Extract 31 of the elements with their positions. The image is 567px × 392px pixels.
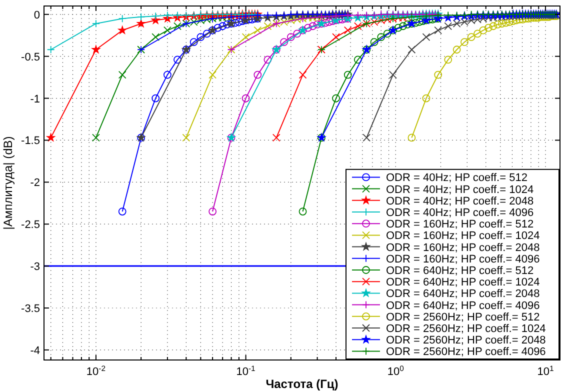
legend-label: ODR = 2560Hz; HP coeff.= 1024	[386, 323, 546, 335]
legend-label: ODR = 40Hz; HP coeff.= 4096	[386, 207, 534, 219]
legend-label: ODR = 2560Hz; HP coeff.= 4096	[386, 346, 546, 358]
y-tick-label: -2.5	[21, 219, 40, 232]
y-tick-label: -3	[30, 261, 40, 274]
legend-label: ODR = 40Hz; HP coeff.= 512	[386, 172, 528, 184]
legend-label: ODR = 160Hz; HP coeff.= 512	[386, 218, 534, 231]
y-tick-label: -2	[30, 177, 40, 190]
legend-label: ODR = 640Hz; HP coeff.= 512	[386, 265, 534, 277]
legend-label: ODR = 640Hz; HP coeff.= 1024	[386, 276, 540, 289]
legend-label: ODR = 40Hz; HP coeff.= 1024	[386, 184, 534, 196]
legend-label: ODR = 160Hz; HP coeff.= 4096	[386, 253, 540, 266]
y-tick-label: 0	[34, 9, 40, 22]
legend-label: ODR = 2560Hz; HP coeff.= 512	[386, 311, 540, 324]
y-axis-title: |Амплитуда| (dB)	[1, 136, 15, 230]
legend-label: ODR = 160Hz; HP coeff.= 2048	[386, 242, 540, 254]
legend-label: ODR = 640Hz; HP coeff.= 4096	[386, 300, 540, 312]
y-tick-label: -4	[30, 344, 40, 357]
y-tick-label: -1	[30, 93, 40, 106]
y-tick-label: -3.5	[21, 302, 40, 315]
x-tick-label: 10$^{-1}$	[236, 364, 256, 378]
y-tick-label: -0.5	[21, 51, 40, 64]
x-tick-label: 10$^{-2}$	[86, 364, 106, 378]
y-tick-label: -1.5	[21, 135, 40, 148]
legend-label: ODR = 2560Hz; HP coeff.= 2048	[386, 334, 546, 347]
x-tick-label: 10$^{0}$	[387, 364, 404, 378]
legend-label: ODR = 160Hz; HP coeff.= 1024	[386, 230, 540, 242]
legend-label: ODR = 40Hz; HP coeff.= 2048	[386, 195, 534, 208]
legend-label: ODR = 640Hz; HP coeff.= 2048	[386, 288, 540, 300]
x-axis-title: Частота (Гц)	[266, 377, 338, 391]
x-tick-label: 10$^{1}$	[537, 364, 554, 378]
